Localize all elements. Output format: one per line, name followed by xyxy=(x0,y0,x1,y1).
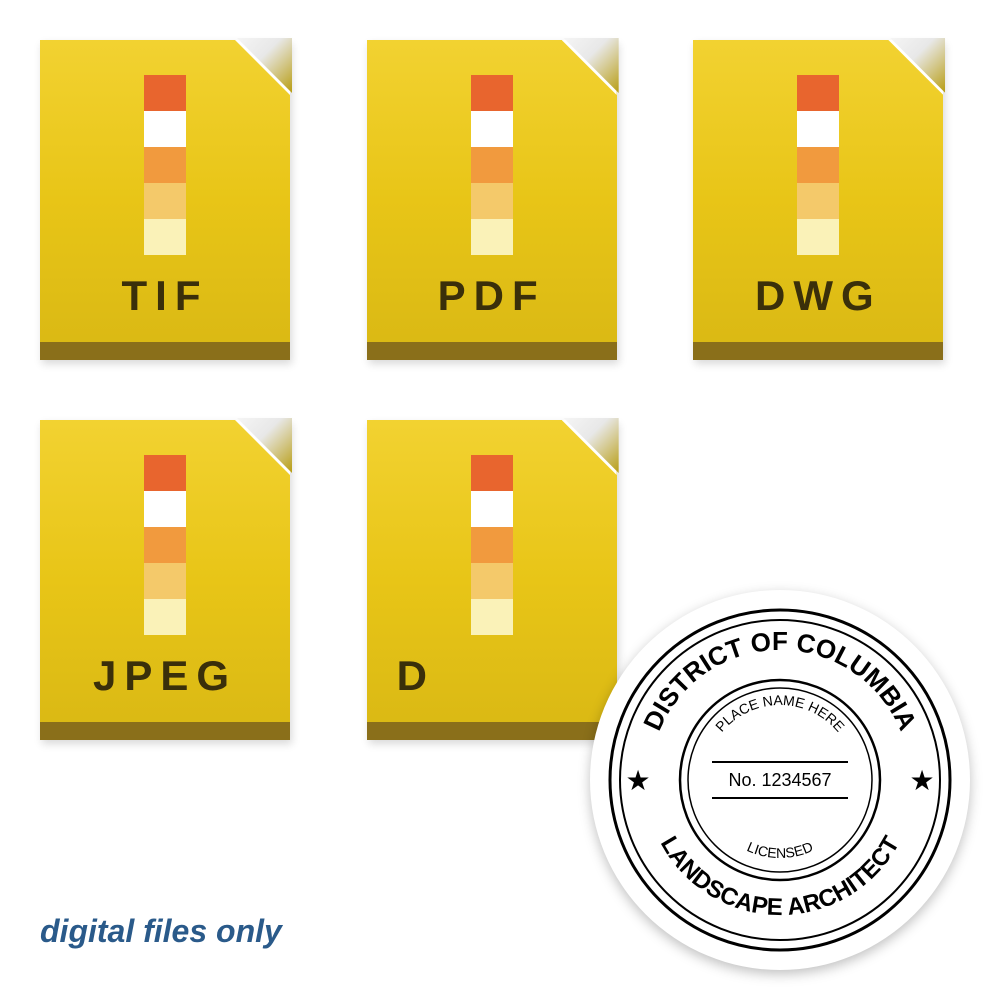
file-label: PDF xyxy=(367,272,617,320)
star-right-icon: ★ xyxy=(909,765,934,796)
file-label: D xyxy=(367,652,617,700)
star-left-icon: ★ xyxy=(625,765,650,796)
color-strip xyxy=(471,75,513,255)
svg-text:LANDSCAPE ARCHITECT: LANDSCAPE ARCHITECT xyxy=(655,832,905,922)
architect-seal: DISTRICT OF COLUMBIA LANDSCAPE ARCHITECT… xyxy=(590,590,970,970)
color-strip xyxy=(471,455,513,635)
file-icon-tif: TIF xyxy=(40,40,290,360)
color-strip xyxy=(797,75,839,255)
file-icon-hidden-1: D xyxy=(367,420,617,740)
color-strip xyxy=(144,455,186,635)
footer-text: digital files only xyxy=(40,913,282,950)
file-icon-jpeg: JPEG xyxy=(40,420,290,740)
file-label: TIF xyxy=(40,272,290,320)
seal-inner-bottom: LICENSED xyxy=(745,838,815,861)
file-label: DWG xyxy=(693,272,943,320)
file-icon-dwg: DWG xyxy=(693,40,943,360)
file-icon-pdf: PDF xyxy=(367,40,617,360)
color-strip xyxy=(144,75,186,255)
file-label: JPEG xyxy=(40,652,290,700)
seal-outer-bottom: LANDSCAPE ARCHITECT xyxy=(655,832,905,922)
seal-inner-top: PLACE NAME HERE xyxy=(712,692,848,735)
svg-text:PLACE NAME HERE: PLACE NAME HERE xyxy=(712,692,848,735)
svg-text:LICENSED: LICENSED xyxy=(745,838,815,861)
seal-number: No. 1234567 xyxy=(728,770,831,790)
